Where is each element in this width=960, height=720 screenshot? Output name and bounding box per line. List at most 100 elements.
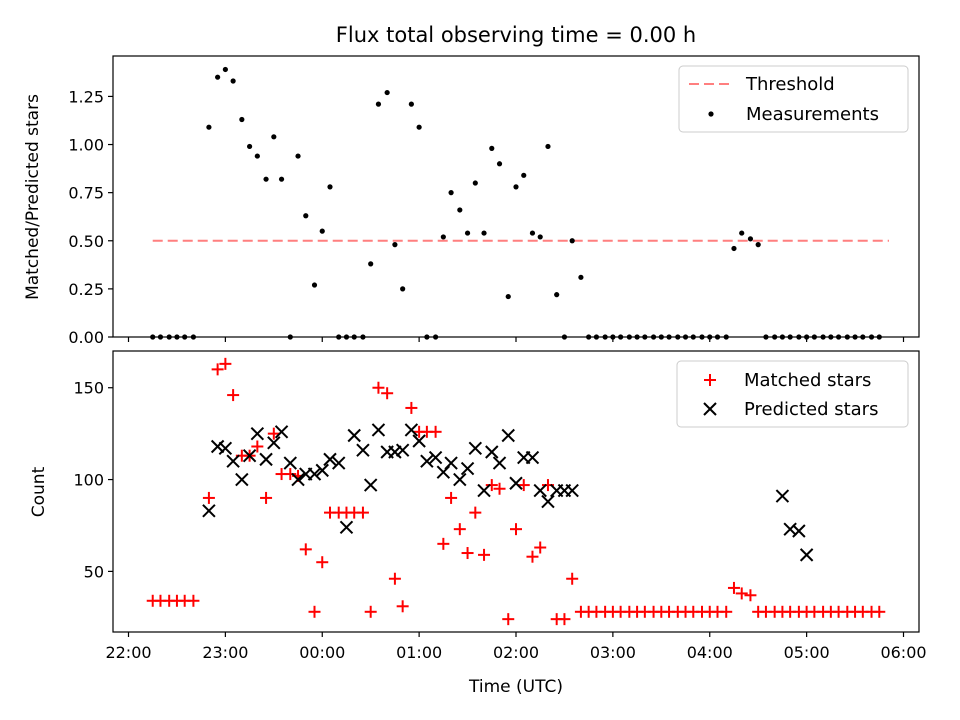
top-y-label: Matched/Predicted stars (23, 94, 43, 300)
measurement-point (166, 334, 172, 340)
measurement-point (707, 334, 713, 340)
measurement-point (440, 234, 446, 240)
measurement-point (150, 334, 156, 340)
predicted-point (332, 456, 346, 470)
top-y-tick-label: 0.25 (68, 280, 104, 299)
bottom-x-axis: 22:00 23:00 00:00 01:00 02:00 03:00 04:00 05:00… (105, 632, 927, 662)
top-legend-box (678, 65, 909, 133)
measurement-point (496, 161, 503, 167)
measurement-point (569, 238, 575, 244)
matched-point (267, 427, 280, 440)
measurement-point (626, 334, 632, 340)
threshold-legend-label: Threshold (745, 74, 835, 95)
predicted-point (274, 425, 289, 439)
measurement-point (690, 334, 696, 340)
matched-points (146, 357, 886, 626)
predicted-point (453, 472, 467, 487)
matched-point (510, 523, 522, 536)
predicted-point (395, 443, 410, 457)
measurement-point (554, 292, 560, 298)
matched-point (284, 468, 297, 481)
top-panel: 0.00 0.25 0.50 0.75 1.00 1.25 Matched/Predict… (23, 55, 920, 347)
measurement-point (271, 134, 277, 140)
bottom-y-tick-label: 100 (73, 471, 104, 490)
predicted-point (428, 450, 443, 465)
measurement-point (586, 334, 592, 340)
predicted-point (468, 441, 483, 456)
measurement-point (714, 334, 721, 340)
matched-legend-label: Matched stars (744, 370, 871, 391)
x-tick-label: 00:00 (299, 643, 345, 662)
predicted-point (371, 423, 386, 437)
measurement-point (222, 66, 228, 73)
predicted-point (492, 456, 507, 470)
measurement-point (731, 245, 737, 252)
x-tick-label: 06:00 (880, 643, 926, 662)
matched-point (453, 523, 466, 536)
predicted-point (259, 452, 273, 467)
measurements-legend-label: Measurements (746, 104, 879, 125)
measurement-point (860, 334, 866, 340)
measurement-point (432, 334, 439, 340)
predicted-point (541, 494, 555, 509)
matched-point (485, 479, 498, 492)
predicted-point (307, 467, 322, 481)
measurement-point (650, 334, 657, 340)
measurement-point (246, 143, 253, 150)
predicted-point (267, 436, 281, 450)
measurement-point (545, 143, 551, 150)
predicted-point (565, 483, 579, 498)
measurement-point (400, 286, 406, 292)
measurement-point (481, 230, 487, 236)
predicted-point (460, 461, 475, 476)
predicted-point (235, 472, 249, 487)
x-tick-label: 04:00 (687, 643, 733, 662)
measurement-point (489, 145, 495, 151)
measurement-point (215, 74, 221, 80)
measurement-point (811, 334, 817, 340)
matched-point (445, 491, 458, 504)
bottom-legend-box (676, 360, 909, 428)
measurement-point (295, 153, 301, 159)
measurement-point (206, 124, 212, 130)
predicted-point (356, 443, 370, 457)
matched-point (219, 357, 232, 370)
measurement-point (561, 334, 568, 340)
top-y-tick-label: 0.00 (68, 328, 104, 347)
top-y-tick-label: 0.50 (68, 232, 104, 251)
measurement-point (392, 242, 398, 248)
predicted-point (250, 426, 265, 441)
matched-point (299, 543, 312, 556)
measurement-point (416, 124, 422, 130)
measurement-point (610, 334, 616, 340)
x-tick-label: 02:00 (493, 643, 539, 662)
measurement-point (287, 334, 293, 340)
matched-point (744, 589, 757, 602)
predicted-points (202, 423, 814, 562)
measurement-point (343, 334, 350, 340)
bottom-y-tick-label: 50 (84, 562, 104, 581)
predicted-point (388, 445, 402, 459)
matched-point (251, 440, 264, 453)
predicted-point (525, 450, 540, 465)
predicted-point (477, 483, 491, 498)
predicted-point (323, 452, 337, 467)
predicted-point (501, 428, 515, 443)
measurement-point (311, 282, 318, 288)
measurement-point (618, 334, 624, 340)
matched-point (558, 613, 571, 626)
measurement-point (658, 334, 664, 340)
measurement-point (852, 334, 858, 340)
predicted-point (283, 456, 297, 470)
matched-point (187, 594, 200, 607)
chart-title: Flux total observing time = 0.00 h (336, 23, 696, 47)
measurement-point (472, 180, 478, 186)
bottom-legend: Matched stars Predicted stars (676, 360, 909, 428)
predicted-point (202, 504, 216, 518)
measurement-point (263, 176, 269, 182)
measurement-point (360, 334, 366, 340)
matched-point (469, 506, 482, 519)
predicted-point (291, 472, 305, 487)
matched-point (493, 482, 506, 495)
x-tick-label: 03:00 (590, 643, 636, 662)
